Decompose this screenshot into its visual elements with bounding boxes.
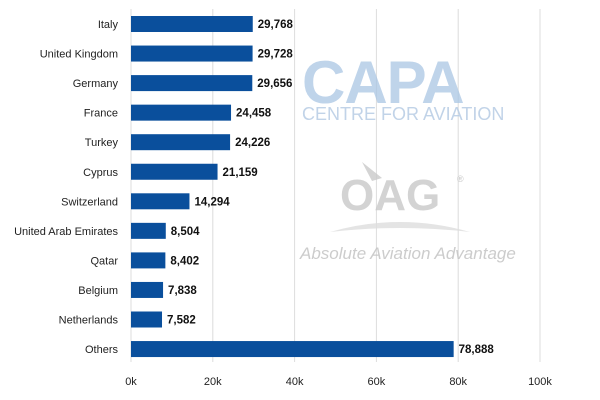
x-tick-label: 80k <box>449 376 467 388</box>
data-label: 7,838 <box>168 285 197 297</box>
bar <box>131 163 218 180</box>
x-tick-label: 100k <box>528 376 552 388</box>
category-labels: Italy United Kingdom Germany France Turkey Cy… <box>14 19 118 356</box>
data-label: 24,226 <box>235 137 270 149</box>
data-label: 7,582 <box>167 315 196 327</box>
data-label: 78,888 <box>459 344 495 356</box>
bar <box>131 16 253 32</box>
data-label: 8,402 <box>170 255 199 267</box>
bars <box>131 16 454 358</box>
category-label: Germany <box>73 78 119 90</box>
bar <box>131 45 253 62</box>
oag-watermark-logo: OAG <box>340 171 440 220</box>
category-label: United Kingdom <box>40 49 118 61</box>
category-label: Italy <box>98 19 119 31</box>
bar <box>131 193 190 210</box>
capa-watermark-subtitle: CENTRE FOR AVIATION <box>302 104 504 124</box>
watermarks: CAPA CENTRE FOR AVIATION OAG ® Absolute … <box>299 49 516 263</box>
data-label: 29,768 <box>258 19 294 31</box>
category-label: Others <box>85 344 119 356</box>
x-axis-ticks: 0k 20k 40k 60k 80k 100k <box>125 376 552 388</box>
bar <box>131 311 163 328</box>
bar <box>131 222 166 239</box>
x-tick-label: 20k <box>204 376 222 388</box>
x-tick-label: 0k <box>125 376 137 388</box>
data-label: 8,504 <box>171 226 200 238</box>
oag-swoosh-icon <box>362 162 382 181</box>
category-label: Switzerland <box>61 196 118 208</box>
category-label: Qatar <box>90 255 118 267</box>
bar <box>131 252 166 269</box>
category-label: Belgium <box>78 285 118 297</box>
registered-mark-icon: ® <box>457 174 464 184</box>
category-label: Cyprus <box>83 167 118 179</box>
x-tick-label: 40k <box>286 376 304 388</box>
data-label: 29,728 <box>258 49 294 61</box>
oag-arc-icon <box>330 222 470 232</box>
category-label: United Arab Emirates <box>14 226 118 238</box>
data-label: 14,294 <box>194 196 230 208</box>
category-label: France <box>84 108 118 120</box>
bar <box>131 104 232 121</box>
gridlines <box>130 9 541 362</box>
capa-watermark-logo: CAPA <box>302 49 464 116</box>
x-tick-label: 60k <box>368 376 386 388</box>
oag-watermark-tagline: Absolute Aviation Advantage <box>299 244 516 263</box>
bar <box>131 75 253 92</box>
bar <box>131 281 164 298</box>
category-label: Netherlands <box>59 315 119 327</box>
category-label: Turkey <box>85 137 119 149</box>
bar <box>131 134 231 151</box>
value-labels: 29,768 29,728 29,656 24,458 24,226 21,159 14,2… <box>167 19 494 356</box>
data-label: 24,458 <box>236 108 272 120</box>
data-label: 29,656 <box>257 78 292 90</box>
bar <box>131 341 454 358</box>
data-label: 21,159 <box>223 167 258 179</box>
